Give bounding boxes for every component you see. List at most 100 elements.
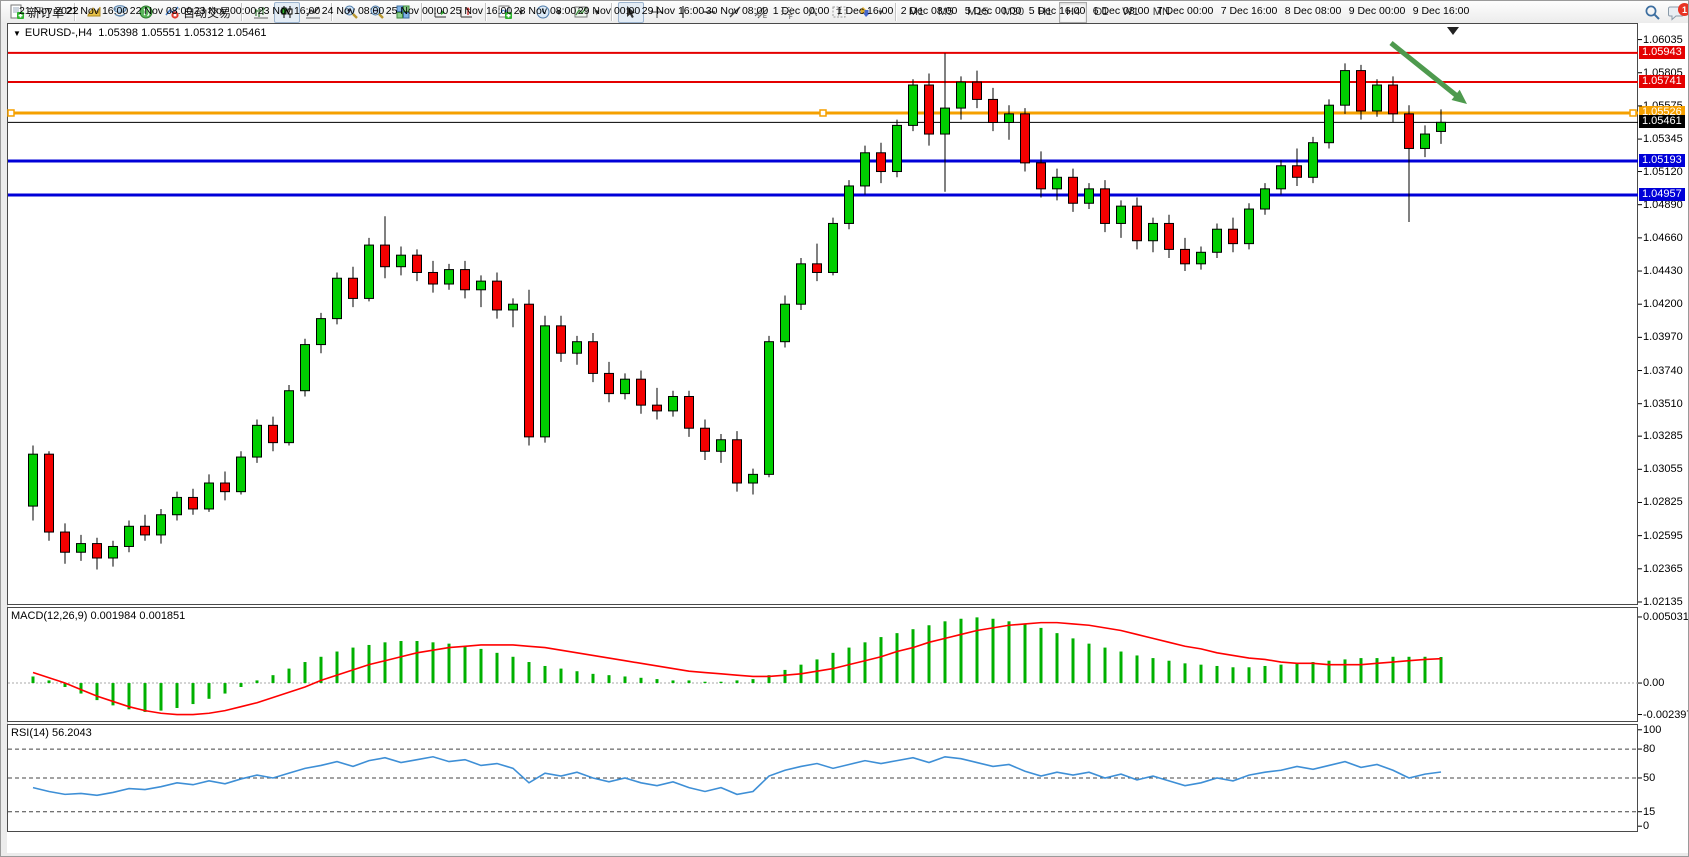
data-window-icon xyxy=(112,4,128,20)
axis-tick-label: 1.02595 xyxy=(1643,529,1683,542)
time-axis-label: 24 Nov 08:00 xyxy=(321,5,385,17)
auto-scroll-icon xyxy=(433,4,449,20)
time-axis-label: 21 Nov 2022 xyxy=(19,5,79,17)
timeframe-button-h1[interactable]: H1 xyxy=(1038,6,1053,18)
tile-windows-button[interactable] xyxy=(390,2,416,23)
signals-button[interactable] xyxy=(133,2,159,23)
rsi-panel[interactable] xyxy=(7,724,1638,832)
indicators-icon xyxy=(497,4,513,20)
fibonacci-tool-button[interactable]: F xyxy=(774,2,800,23)
arrows-tool-button[interactable]: ▼ xyxy=(852,2,890,23)
line-chart-button[interactable] xyxy=(300,2,326,23)
support-price-label: 1.05193 xyxy=(1639,154,1685,167)
new-order-label: 新订单 xyxy=(28,5,65,20)
timeframe-button-w1[interactable]: W1 xyxy=(1122,6,1139,18)
time-axis-label: 25 Nov 16:00 xyxy=(449,5,513,17)
notifications-icon[interactable]: 1 xyxy=(1668,3,1688,21)
chart-title: ▼ EURUSD-,H4 1.05398 1.05551 1.05312 1.05… xyxy=(13,27,267,39)
axis-tick-label: 0 xyxy=(1643,820,1650,833)
templates-icon xyxy=(573,4,589,20)
axis-tick-label: 80 xyxy=(1643,743,1656,756)
axis-tick-label: -0.002397 xyxy=(1643,708,1689,721)
timeframe-button-h4[interactable]: H4 xyxy=(1059,1,1088,23)
time-axis-label: 5 Dec 16:00 xyxy=(1028,5,1086,17)
axis-tick-label: 1.02135 xyxy=(1643,595,1683,608)
axis-tick-label: 1.03740 xyxy=(1643,364,1683,377)
svg-text:E: E xyxy=(763,14,767,20)
chart-symbol-period: EURUSD-,H4 xyxy=(24,27,93,39)
time-axis[interactable] xyxy=(7,832,1638,853)
axis-tick-label: 1.06035 xyxy=(1643,33,1683,46)
text-a-icon: A xyxy=(808,4,818,19)
cursor-icon xyxy=(623,4,639,20)
axis-tick-label: 15 xyxy=(1643,805,1656,818)
bar-chart-button[interactable] xyxy=(248,2,274,23)
auto-trading-icon xyxy=(164,4,180,20)
symbol-dropdown-icon[interactable]: ▼ xyxy=(13,29,21,38)
time-axis-label: 1 Dec 16:00 xyxy=(836,5,894,17)
trendline-icon xyxy=(727,4,743,20)
channel-tool-button[interactable]: E xyxy=(748,2,774,23)
zoom-in-button[interactable] xyxy=(338,2,364,23)
fibonacci-icon: F xyxy=(779,4,795,20)
candlestick-chart-button[interactable] xyxy=(274,1,301,23)
time-axis-label: 9 Dec 16:00 xyxy=(1412,5,1470,17)
auto-trading-label: 自动交易 xyxy=(183,5,232,20)
market-watch-button[interactable] xyxy=(81,2,107,23)
time-axis-label: 30 Nov 08:00 xyxy=(705,5,769,17)
timeframe-button-m30[interactable]: M30 xyxy=(1002,6,1025,18)
indicators-button[interactable]: ▼ xyxy=(492,2,530,23)
svg-text:F: F xyxy=(789,15,793,20)
timeframe-button-m15[interactable]: M15 xyxy=(967,6,989,18)
time-axis-label: 7 Dec 16:00 xyxy=(1220,5,1278,17)
time-axis-label: 23 Nov 00:00 xyxy=(193,5,257,17)
horizontal-line-icon xyxy=(701,4,717,20)
time-axis-label: 25 Nov 00:00 xyxy=(385,5,449,17)
text-label-tool-button[interactable]: T xyxy=(826,2,852,23)
time-axis-label: 9 Dec 00:00 xyxy=(1348,5,1406,17)
axis-tick-label: 1.02825 xyxy=(1643,496,1683,509)
time-axis-label: 23 Nov 16:00 xyxy=(257,5,321,17)
time-axis-label: 8 Dec 08:00 xyxy=(1284,5,1342,17)
macd-label: MACD(12,26,9) 0.001984 0.001851 xyxy=(11,610,186,622)
toolbar: 新订单 自动交易 xyxy=(1,1,1688,24)
new-order-button[interactable]: 新订单 xyxy=(4,2,69,23)
time-axis-label: 7 Dec 00:00 xyxy=(1156,5,1214,17)
text-tool-button[interactable]: A xyxy=(800,2,826,23)
chart-shift-button[interactable] xyxy=(454,2,480,23)
axis-tick-label: 0.00 xyxy=(1643,677,1665,690)
templates-button[interactable]: ▼ xyxy=(568,2,606,23)
crosshair-icon xyxy=(649,4,665,20)
price-chart-panel[interactable] xyxy=(7,23,1638,605)
auto-scroll-button[interactable] xyxy=(428,2,454,23)
timeframe-button-d1[interactable]: D1 xyxy=(1094,6,1109,18)
vline-tool-button[interactable] xyxy=(670,2,696,23)
hline-tool-button[interactable] xyxy=(696,2,722,23)
time-axis-label: 28 Nov 08:00 xyxy=(513,5,577,17)
timeframe-button-mn[interactable]: MN xyxy=(1152,6,1170,18)
templates-dropdown-arrow: ▼ xyxy=(592,7,601,17)
zoom-out-button[interactable] xyxy=(364,2,390,23)
data-window-button[interactable] xyxy=(107,2,133,23)
resistance-price-label: 1.05943 xyxy=(1639,45,1685,59)
equidistant-channel-icon: E xyxy=(753,4,769,20)
auto-trading-button[interactable]: 自动交易 xyxy=(159,2,236,23)
periods-button[interactable]: ▼ xyxy=(530,2,568,23)
search-icon[interactable] xyxy=(1644,4,1660,20)
time-axis-label: 6 Dec 08:00 xyxy=(1092,5,1150,17)
trendline-tool-button[interactable] xyxy=(722,2,748,23)
timeframe-button-m1[interactable]: M1 xyxy=(908,6,924,18)
cursor-tool-button[interactable] xyxy=(617,1,644,23)
line-chart-icon xyxy=(305,4,321,20)
timeframe-button-m5[interactable]: M5 xyxy=(938,6,954,18)
time-axis-label: 29 Nov 00:00 xyxy=(577,5,641,17)
bid-price-label: 1.05461 xyxy=(1639,115,1685,129)
macd-panel[interactable] xyxy=(7,607,1638,722)
periods-clock-icon xyxy=(535,4,551,20)
text-label-icon: T xyxy=(831,4,847,20)
crosshair-tool-button[interactable] xyxy=(644,2,670,23)
arrow-objects-icon xyxy=(857,4,873,20)
chart-shift-icon xyxy=(459,4,475,20)
arrows-dropdown-arrow: ▼ xyxy=(876,7,885,17)
